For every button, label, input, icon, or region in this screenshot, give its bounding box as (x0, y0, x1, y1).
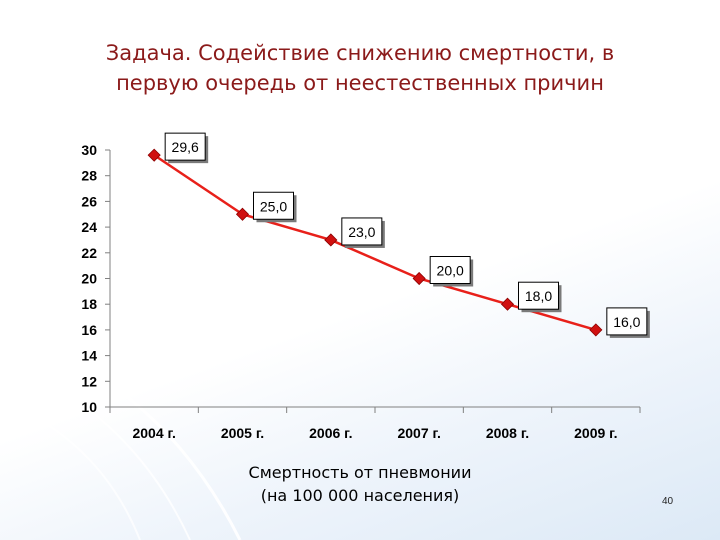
data-point-marker (235, 207, 250, 221)
data-label-text: 29,6 (172, 139, 199, 155)
data-label-text: 20,0 (437, 263, 464, 279)
x-tick-label: 2006 г. (309, 425, 352, 441)
y-tick-label: 16 (81, 322, 97, 338)
caption-line-2: (на 100 000 населения) (260, 486, 460, 505)
data-label-text: 16,0 (613, 314, 640, 330)
y-tick-label: 22 (81, 245, 97, 261)
data-point-marker (589, 323, 603, 337)
data-label: 25,0 (253, 191, 297, 223)
y-tick-label: 18 (81, 296, 97, 312)
y-tick-label: 24 (81, 219, 97, 235)
x-tick-label: 2007 г. (397, 425, 440, 441)
data-labels: 29,6 25,0 23,0 20,0 18,0 16,0 (164, 132, 650, 338)
caption-line-1: Смертность от пневмонии (248, 463, 472, 482)
data-label: 20,0 (429, 256, 474, 287)
data-label-box (606, 307, 648, 336)
y-tick-label: 26 (81, 193, 97, 209)
x-tick-label: 2004 г. (132, 425, 175, 441)
x-tick-label: 2009 г. (574, 425, 617, 441)
y-tick-label: 12 (81, 373, 97, 389)
data-label-box (253, 191, 294, 220)
data-label: 29,6 (164, 132, 209, 164)
data-label-text: 23,0 (348, 224, 375, 240)
data-label-box (518, 281, 559, 310)
x-tick-label: 2005 г. (221, 425, 264, 441)
page-title: Задача. Содействие снижению смертности, … (60, 38, 660, 98)
y-tick-label: 20 (81, 271, 97, 287)
data-label-box (341, 217, 383, 246)
y-tick-label: 28 (81, 168, 97, 184)
data-label-box (164, 132, 206, 161)
x-axis: 2004 г. 2005 г. 2006 г. 2007 г. 2008 г. 2009 … (109, 406, 641, 441)
page-number: 40 (662, 496, 674, 507)
data-label-text: 18,0 (525, 288, 552, 304)
x-tick-label: 2008 г. (486, 425, 529, 441)
y-axis: 10 12 14 16 18 20 22 24 26 28 30 (81, 142, 111, 415)
data-point-marker (324, 233, 338, 247)
title-line-1: Задача. Содействие снижению смертности, … (105, 41, 615, 65)
y-tick-label: 30 (81, 142, 97, 158)
data-label: 23,0 (341, 217, 385, 248)
data-label: 16,0 (606, 307, 650, 338)
chart-caption: Смертность от пневмонии (на 100 000 насе… (200, 461, 520, 507)
data-label: 18,0 (518, 281, 562, 313)
y-tick-label: 14 (81, 348, 97, 364)
data-point-marker (147, 148, 161, 162)
data-point-marker (500, 297, 515, 311)
data-point-marker (412, 271, 426, 286)
title-line-2: первую очередь от неестественных причин (116, 71, 604, 95)
y-tick-label: 10 (81, 399, 97, 415)
data-label-box (429, 256, 471, 284)
data-label-text: 25,0 (260, 198, 287, 214)
